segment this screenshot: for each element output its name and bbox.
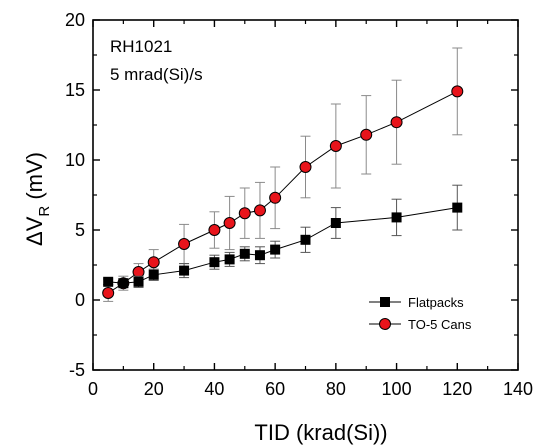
legend-to5-marker <box>379 318 391 330</box>
data-point-to5-cans <box>360 128 373 141</box>
data-point-to5-cans <box>329 140 342 152</box>
x-tick-label: 0 <box>88 379 98 399</box>
y-tick-label: 0 <box>75 290 85 310</box>
data-point-flatpacks <box>300 234 311 245</box>
data-point-to5-cans <box>451 85 464 98</box>
x-axis-title: TID (krad(Si)) <box>254 420 387 445</box>
data-point-to5-cans <box>238 207 251 220</box>
y-tick-label: -5 <box>69 360 85 380</box>
data-point-flatpacks <box>209 257 220 268</box>
x-tick-label: 80 <box>326 379 346 399</box>
data-point-flatpacks <box>270 244 281 255</box>
data-point-flatpacks <box>239 248 250 259</box>
legend-flatpacks-marker <box>380 297 390 307</box>
data-point-flatpacks <box>118 278 129 289</box>
annotation-part-number: RH1021 <box>110 37 172 56</box>
data-point-flatpacks <box>330 218 341 228</box>
series-to5-cans <box>102 47 464 302</box>
data-point-flatpacks <box>224 254 235 265</box>
x-tick-label: 100 <box>382 379 412 399</box>
data-point-to5-cans <box>269 191 282 204</box>
data-point-to5-cans <box>102 287 115 299</box>
data-point-to5-cans <box>208 224 221 236</box>
series-line-flatpacks <box>108 207 458 284</box>
y-tick-label: 5 <box>75 220 85 240</box>
x-tick-label: 20 <box>144 379 164 399</box>
data-point-to5-cans <box>390 116 403 129</box>
legend: Flatpacks TO-5 Cans <box>369 295 472 332</box>
data-point-to5-cans <box>299 161 312 173</box>
x-tick-label: 120 <box>442 379 472 399</box>
y-tick-label: 10 <box>65 150 85 170</box>
data-point-flatpacks <box>391 212 402 223</box>
y-axis-title-unit: (mV) <box>22 152 47 206</box>
y-axis-title-subscript: R <box>36 206 53 217</box>
x-tick-label: 40 <box>204 379 224 399</box>
x-tick-label: 60 <box>265 379 285 399</box>
data-point-flatpacks <box>103 276 114 287</box>
data-point-to5-cans <box>147 256 160 269</box>
series-flatpacks <box>103 184 463 289</box>
data-point-flatpacks <box>179 265 190 276</box>
data-layer <box>102 47 464 302</box>
data-point-to5-cans <box>223 217 236 229</box>
legend-to5-label: TO-5 Cans <box>408 317 472 332</box>
x-tick-label: 140 <box>503 379 533 399</box>
y-axis-title-main: ΔV <box>22 216 47 246</box>
data-point-to5-cans <box>253 204 266 217</box>
legend-flatpacks-label: Flatpacks <box>408 295 464 310</box>
annotation-dose-rate: 5 mrad(Si)/s <box>110 65 203 84</box>
y-axis-title: ΔVR (mV) <box>22 152 53 246</box>
data-point-flatpacks <box>148 269 159 280</box>
data-point-flatpacks <box>254 250 265 261</box>
y-tick-label: 15 <box>65 80 85 100</box>
data-point-flatpacks <box>133 276 144 287</box>
y-tick-label: 20 <box>65 10 85 30</box>
data-point-to5-cans <box>178 238 191 250</box>
series-line-to5-cans <box>107 90 458 294</box>
data-point-flatpacks <box>452 202 463 213</box>
